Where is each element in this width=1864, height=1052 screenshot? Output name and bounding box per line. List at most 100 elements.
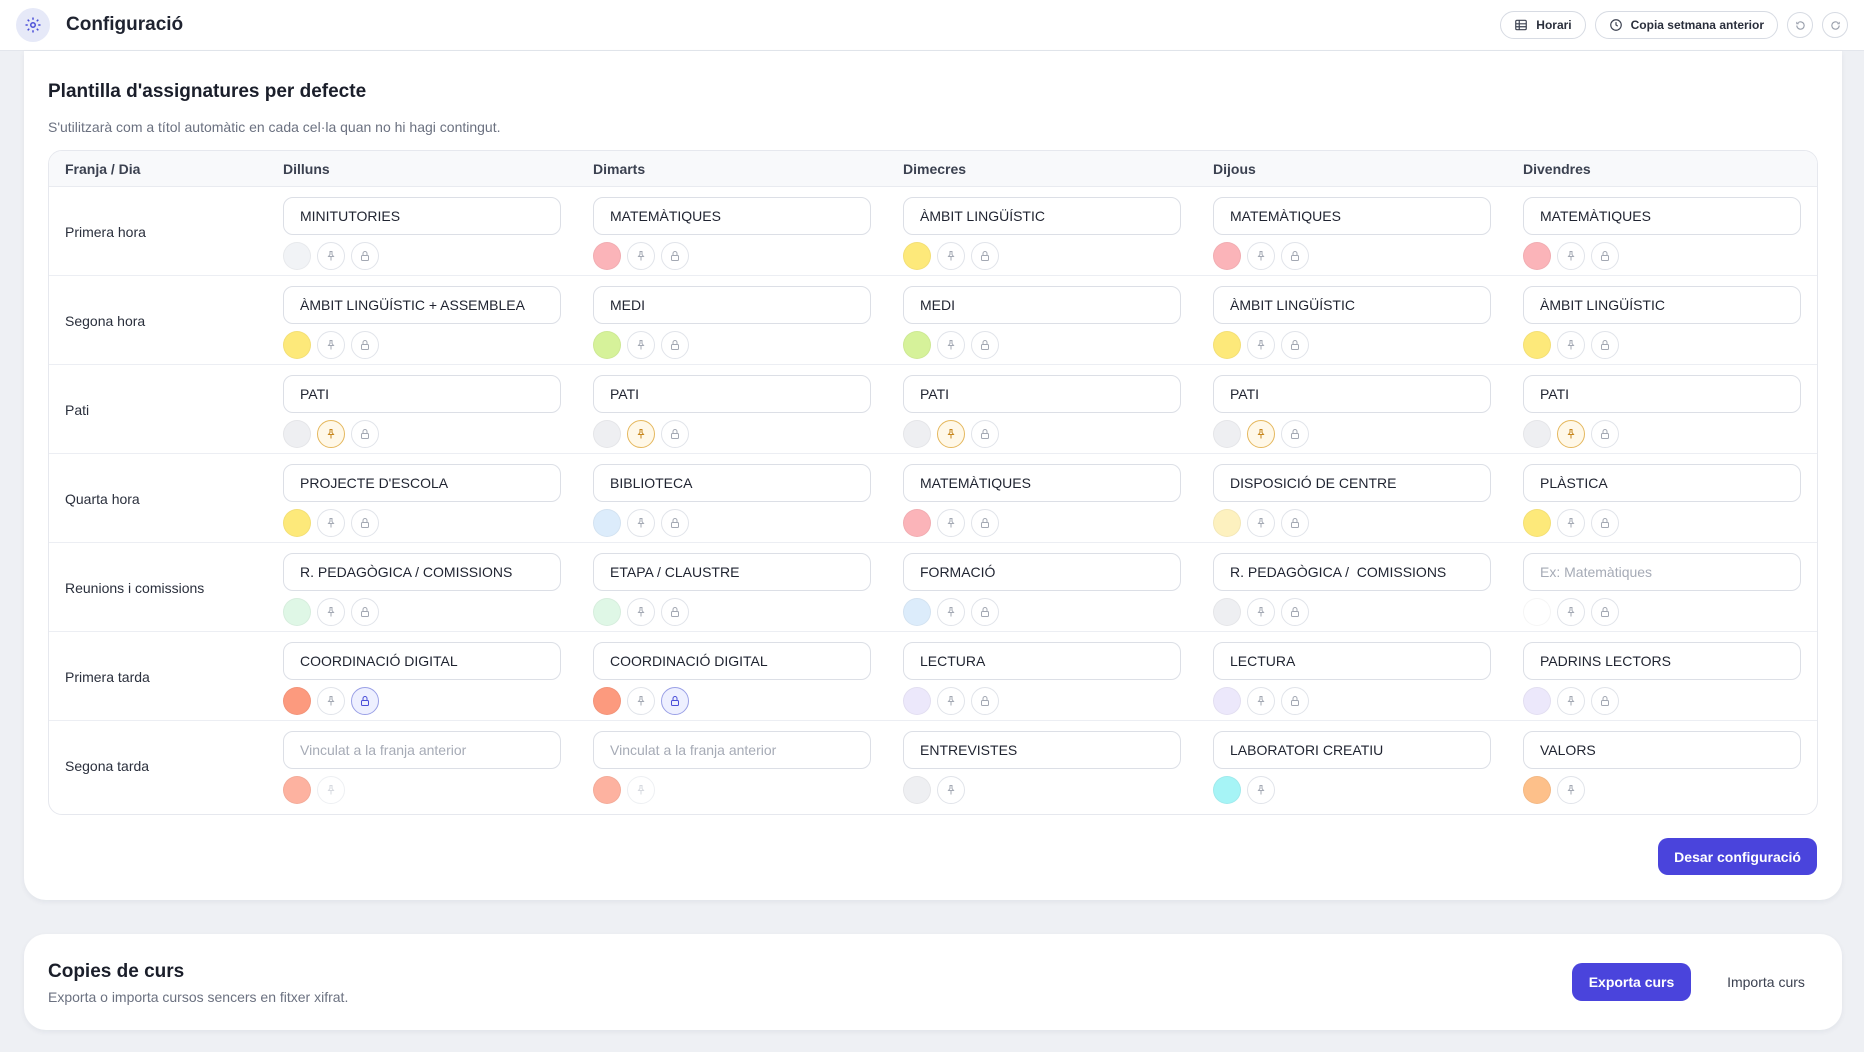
undo-button[interactable] xyxy=(1787,12,1813,38)
lock-icon[interactable] xyxy=(971,687,999,715)
subject-input[interactable] xyxy=(903,553,1181,591)
lock-icon[interactable] xyxy=(1281,687,1309,715)
subject-input[interactable] xyxy=(903,731,1181,769)
subject-input[interactable] xyxy=(1523,375,1801,413)
pin-icon[interactable] xyxy=(937,776,965,804)
color-swatch[interactable] xyxy=(593,687,621,715)
lock-icon[interactable] xyxy=(351,687,379,715)
subject-input[interactable] xyxy=(1523,286,1801,324)
subject-input[interactable] xyxy=(1523,464,1801,502)
lock-icon[interactable] xyxy=(971,242,999,270)
pin-icon[interactable] xyxy=(937,420,965,448)
lock-icon[interactable] xyxy=(971,509,999,537)
color-swatch[interactable] xyxy=(1213,420,1241,448)
color-swatch[interactable] xyxy=(593,509,621,537)
color-swatch[interactable] xyxy=(593,242,621,270)
subject-input[interactable] xyxy=(1213,375,1491,413)
color-swatch[interactable] xyxy=(1213,509,1241,537)
pin-icon[interactable] xyxy=(1557,420,1585,448)
color-swatch[interactable] xyxy=(283,509,311,537)
lock-icon[interactable] xyxy=(661,598,689,626)
lock-icon[interactable] xyxy=(1591,687,1619,715)
pin-icon[interactable] xyxy=(1247,598,1275,626)
subject-input[interactable] xyxy=(593,553,871,591)
pin-icon[interactable] xyxy=(937,331,965,359)
pin-icon[interactable] xyxy=(1557,598,1585,626)
subject-input[interactable] xyxy=(1213,731,1491,769)
lock-icon[interactable] xyxy=(351,509,379,537)
color-swatch[interactable] xyxy=(1213,331,1241,359)
pin-icon[interactable] xyxy=(317,598,345,626)
pin-icon[interactable] xyxy=(317,687,345,715)
lock-icon[interactable] xyxy=(661,331,689,359)
pin-icon[interactable] xyxy=(1557,242,1585,270)
color-swatch[interactable] xyxy=(1523,509,1551,537)
pin-icon[interactable] xyxy=(627,420,655,448)
color-swatch[interactable] xyxy=(283,331,311,359)
horari-button[interactable]: Horari xyxy=(1500,11,1586,39)
pin-icon[interactable] xyxy=(627,331,655,359)
lock-icon[interactable] xyxy=(1591,242,1619,270)
pin-icon[interactable] xyxy=(1557,509,1585,537)
export-course-button[interactable]: Exporta curs xyxy=(1572,963,1691,1001)
pin-icon[interactable] xyxy=(627,687,655,715)
subject-input[interactable] xyxy=(903,642,1181,680)
pin-icon[interactable] xyxy=(317,331,345,359)
color-swatch[interactable] xyxy=(1213,242,1241,270)
pin-icon[interactable] xyxy=(1557,776,1585,804)
color-swatch[interactable] xyxy=(903,598,931,626)
subject-input[interactable] xyxy=(593,731,871,769)
pin-icon[interactable] xyxy=(1557,331,1585,359)
lock-icon[interactable] xyxy=(661,242,689,270)
lock-icon[interactable] xyxy=(1281,420,1309,448)
lock-icon[interactable] xyxy=(351,242,379,270)
color-swatch[interactable] xyxy=(1213,687,1241,715)
subject-input[interactable] xyxy=(593,197,871,235)
color-swatch[interactable] xyxy=(903,331,931,359)
pin-icon[interactable] xyxy=(627,598,655,626)
color-swatch[interactable] xyxy=(593,420,621,448)
pin-icon[interactable] xyxy=(627,509,655,537)
subject-input[interactable] xyxy=(593,375,871,413)
lock-icon[interactable] xyxy=(1591,509,1619,537)
color-swatch[interactable] xyxy=(1523,331,1551,359)
lock-icon[interactable] xyxy=(1281,509,1309,537)
subject-input[interactable] xyxy=(593,464,871,502)
color-swatch[interactable] xyxy=(1523,598,1551,626)
subject-input[interactable] xyxy=(903,375,1181,413)
lock-icon[interactable] xyxy=(1281,242,1309,270)
lock-icon[interactable] xyxy=(1281,331,1309,359)
subject-input[interactable] xyxy=(283,553,561,591)
pin-icon[interactable] xyxy=(1247,420,1275,448)
pin-icon[interactable] xyxy=(627,242,655,270)
subject-input[interactable] xyxy=(283,464,561,502)
color-swatch[interactable] xyxy=(593,598,621,626)
lock-icon[interactable] xyxy=(661,509,689,537)
import-course-button[interactable]: Importa curs xyxy=(1714,963,1818,1001)
subject-input[interactable] xyxy=(283,642,561,680)
lock-icon[interactable] xyxy=(1591,598,1619,626)
redo-button[interactable] xyxy=(1822,12,1848,38)
lock-icon[interactable] xyxy=(661,420,689,448)
color-swatch[interactable] xyxy=(903,420,931,448)
pin-icon[interactable] xyxy=(1247,776,1275,804)
color-swatch[interactable] xyxy=(903,509,931,537)
lock-icon[interactable] xyxy=(351,420,379,448)
color-swatch[interactable] xyxy=(283,420,311,448)
subject-input[interactable] xyxy=(903,197,1181,235)
subject-input[interactable] xyxy=(1213,464,1491,502)
pin-icon[interactable] xyxy=(1557,687,1585,715)
pin-icon[interactable] xyxy=(1247,331,1275,359)
lock-icon[interactable] xyxy=(351,598,379,626)
pin-icon[interactable] xyxy=(937,598,965,626)
subject-input[interactable] xyxy=(1213,286,1491,324)
copy-week-button[interactable]: Copia setmana anterior xyxy=(1594,11,1778,39)
subject-input[interactable] xyxy=(1523,553,1801,591)
color-swatch[interactable] xyxy=(903,776,931,804)
subject-input[interactable] xyxy=(903,464,1181,502)
color-swatch[interactable] xyxy=(593,331,621,359)
lock-icon[interactable] xyxy=(351,331,379,359)
color-swatch[interactable] xyxy=(903,687,931,715)
subject-input[interactable] xyxy=(283,197,561,235)
color-swatch[interactable] xyxy=(1523,420,1551,448)
